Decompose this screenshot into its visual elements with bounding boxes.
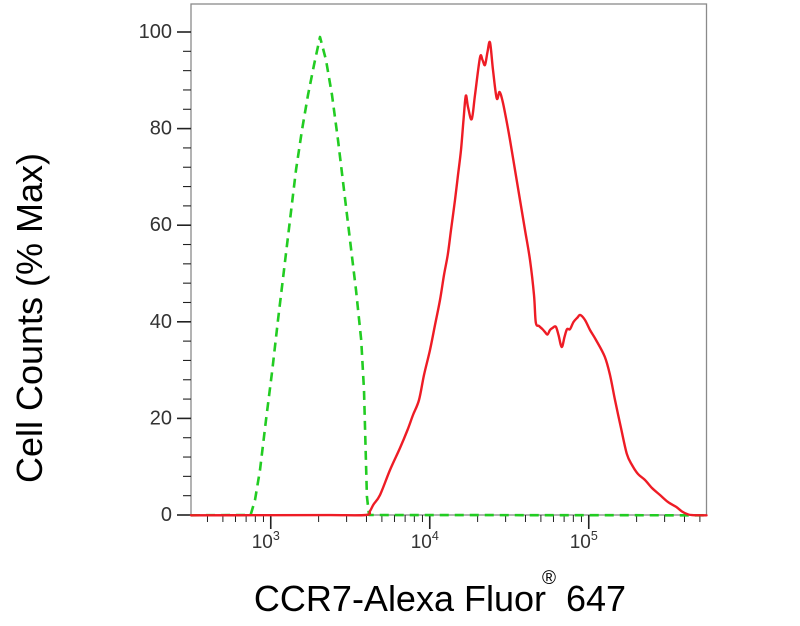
svg-text:104: 104 — [411, 529, 439, 553]
svg-text:40: 40 — [150, 311, 172, 333]
svg-text:105: 105 — [570, 529, 598, 553]
svg-text:100: 100 — [139, 21, 172, 43]
svg-text:0: 0 — [161, 504, 172, 526]
svg-text:20: 20 — [150, 407, 172, 429]
svg-text:80: 80 — [150, 118, 172, 140]
svg-text:103: 103 — [252, 529, 280, 553]
svg-text:60: 60 — [150, 214, 172, 236]
